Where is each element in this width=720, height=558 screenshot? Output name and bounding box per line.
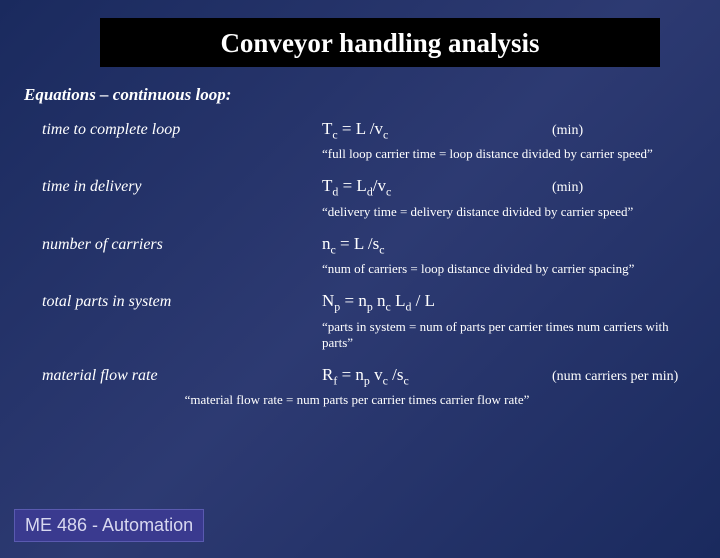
equation-label: total parts in system [42, 293, 322, 311]
equation-formula: Rf = np vc /sc [322, 365, 552, 388]
title-bar: Conveyor handling analysis [100, 18, 660, 67]
equation-formula: nc = L /sc [322, 234, 552, 257]
equation-row: total parts in system Np = np nc Ld / L [24, 291, 690, 314]
equation-unit: (min) [552, 180, 583, 196]
equation-unit: (num carriers per min) [552, 369, 678, 385]
equation-note: “material flow rate = num parts per carr… [24, 392, 690, 408]
equation-note: “num of carriers = loop distance divided… [24, 261, 690, 277]
section-header: Equations – continuous loop: [24, 85, 690, 105]
equation-label: number of carriers [42, 236, 322, 254]
equation-unit: (min) [552, 123, 583, 139]
slide-title: Conveyor handling analysis [100, 28, 660, 59]
equation-row: material flow rate Rf = np vc /sc (num c… [24, 365, 690, 388]
course-footer: ME 486 - Automation [14, 509, 204, 542]
equation-label: time to complete loop [42, 121, 322, 139]
equation-note: “full loop carrier time = loop distance … [24, 146, 690, 162]
equation-label: time in delivery [42, 178, 322, 196]
equation-formula: Tc = L /vc [322, 119, 552, 142]
equation-formula: Np = np nc Ld / L [322, 291, 552, 314]
equation-note: “delivery time = delivery distance divid… [24, 204, 690, 220]
equation-label: material flow rate [42, 367, 322, 385]
equation-row: time to complete loop Tc = L /vc (min) [24, 119, 690, 142]
equation-row: time in delivery Td = Ld/vc (min) [24, 176, 690, 199]
equation-note: “parts in system = num of parts per carr… [24, 319, 690, 351]
equation-formula: Td = Ld/vc [322, 176, 552, 199]
equation-row: number of carriers nc = L /sc [24, 234, 690, 257]
content-area: Equations – continuous loop: time to com… [0, 67, 720, 408]
